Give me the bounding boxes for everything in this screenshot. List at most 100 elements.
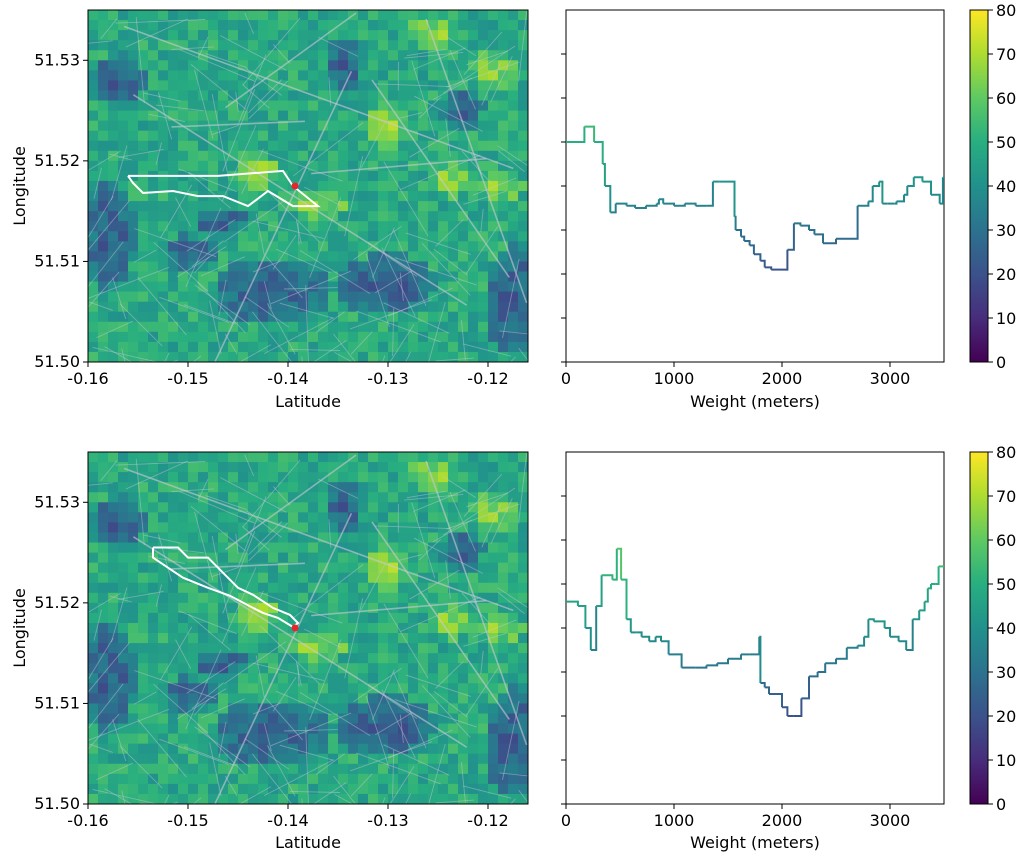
heatmap-cell	[368, 612, 379, 624]
heatmap-cell	[138, 472, 149, 483]
heatmap-cell	[408, 452, 419, 463]
heatmap-cell	[168, 160, 179, 172]
heatmap-cell	[198, 80, 209, 92]
heatmap-cell	[118, 452, 129, 463]
heatmap-cell	[428, 80, 439, 92]
heatmap-cell	[308, 512, 319, 523]
heatmap-cell	[228, 221, 239, 232]
heatmap-cell	[398, 50, 409, 61]
street-segment	[89, 743, 113, 753]
heatmap-cell	[158, 633, 169, 644]
heatmap-cell	[238, 703, 249, 715]
heatmap-cell	[148, 582, 159, 594]
heatmap-cell	[488, 30, 499, 41]
heatmap-cell	[468, 532, 479, 544]
heatmap-cell	[178, 150, 189, 162]
heatmap-cell	[408, 793, 419, 804]
heatmap-cell	[118, 562, 129, 574]
heatmap-cell	[228, 552, 239, 564]
heatmap-cell	[218, 462, 229, 473]
heatmap-cell	[178, 703, 189, 715]
heatmap-cell	[128, 773, 139, 785]
street-segment	[224, 641, 287, 685]
heatmap-cell	[308, 261, 319, 273]
heatmap-cell	[108, 80, 119, 92]
x-tick-label: 1000	[654, 369, 695, 388]
street-segment	[112, 719, 127, 762]
heatmap-cell	[478, 743, 489, 755]
heatmap-cell	[128, 673, 139, 684]
heatmap-cell	[128, 211, 139, 222]
heatmap-cell	[358, 60, 369, 71]
heatmap-cell	[448, 592, 459, 604]
heatmap-cell	[208, 472, 219, 483]
heatmap-cell	[518, 110, 528, 122]
heatmap-cell	[118, 130, 129, 142]
profile-panel-top: 0 1000 2000 3000 Weight (meters)	[561, 9, 945, 411]
heatmap-cell	[148, 100, 159, 112]
heatmap-cell	[168, 723, 179, 735]
heatmap-cell	[288, 713, 299, 725]
heatmap-cell	[118, 542, 129, 554]
heatmap-cell	[488, 522, 499, 534]
heatmap-cell	[458, 100, 469, 112]
heatmap-cell	[288, 10, 299, 21]
heatmap-cell	[488, 502, 499, 513]
heatmap-cell	[418, 643, 429, 654]
heatmap-cell	[358, 552, 369, 564]
heatmap-cell	[318, 30, 329, 41]
heatmap-layer	[88, 452, 528, 804]
heatmap-cell	[358, 683, 369, 694]
main-road	[371, 521, 510, 720]
street-segment	[414, 95, 483, 132]
heatmap-cell	[508, 773, 519, 785]
heatmap-cell	[318, 643, 329, 654]
heatmap-cell	[368, 80, 379, 92]
heatmap-cell	[428, 60, 439, 71]
heatmap-cell	[478, 562, 489, 574]
heatmap-cell	[288, 321, 299, 333]
heatmap-cell	[228, 452, 239, 463]
colorbar-tick-label: 50	[996, 575, 1016, 594]
heatmap-cell	[268, 733, 279, 745]
heatmap-cell	[168, 643, 179, 654]
street-segment	[350, 299, 433, 330]
heatmap-cell	[468, 673, 479, 684]
x-tick-label: 0	[561, 811, 571, 830]
heatmap-cell	[428, 643, 439, 654]
heatmap-cell	[468, 472, 479, 483]
heatmap-cell	[178, 231, 189, 242]
heatmap-cell	[88, 120, 99, 132]
heatmap-cell	[238, 693, 249, 705]
heatmap-cell	[448, 562, 459, 574]
street-segment	[211, 536, 229, 620]
heatmap-cell	[208, 221, 219, 232]
heatmap-cell	[418, 592, 429, 604]
heatmap-cell	[308, 191, 319, 202]
heatmap-cell	[418, 673, 429, 684]
heatmap-cell	[518, 281, 528, 293]
heatmap-cell	[98, 331, 109, 343]
heatmap-cell	[288, 331, 299, 343]
heatmap-cell	[268, 653, 279, 664]
heatmap-cell	[378, 713, 389, 725]
heatmap-cell	[328, 140, 339, 152]
heatmap-cell	[488, 773, 499, 785]
series-step	[674, 653, 683, 668]
heatmap-cell	[298, 311, 309, 323]
heatmap-cell	[298, 783, 309, 795]
heatmap-cell	[98, 793, 109, 804]
heatmap-cell	[168, 673, 179, 684]
heatmap-cell	[418, 562, 429, 574]
heatmap-cell	[198, 713, 209, 725]
heatmap-cell	[428, 532, 439, 544]
series-step	[706, 181, 714, 207]
heatmap-cell	[138, 602, 149, 614]
heatmap-cell	[478, 663, 489, 674]
heatmap-cell	[178, 160, 189, 172]
heatmap-cell	[348, 723, 359, 735]
heatmap-cell	[378, 643, 389, 654]
street-segment	[270, 270, 352, 305]
x-tick-label: 3000	[870, 369, 911, 388]
heatmap-cell	[178, 683, 189, 694]
